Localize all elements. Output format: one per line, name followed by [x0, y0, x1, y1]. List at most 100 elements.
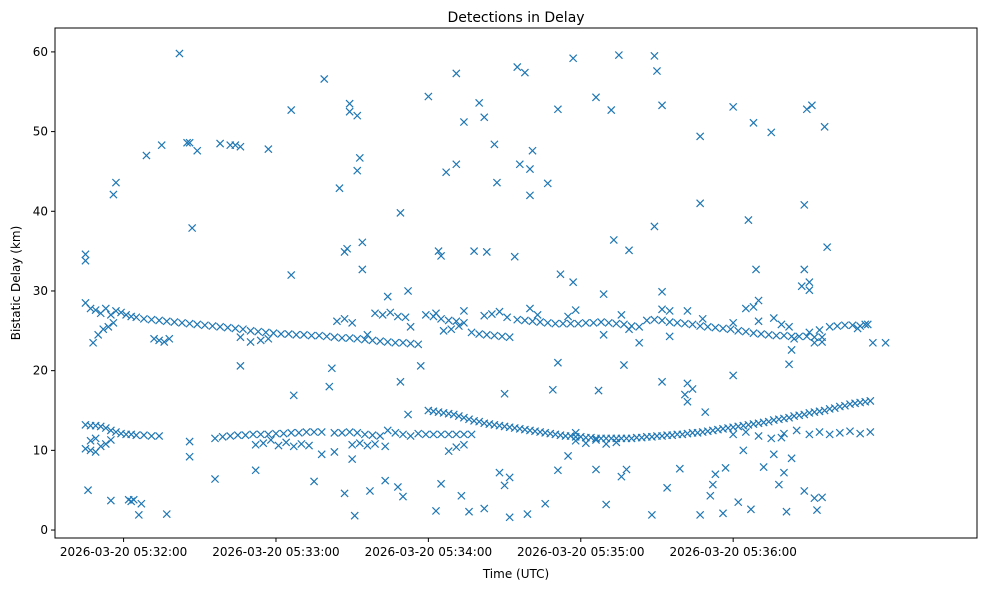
data-point: [782, 507, 791, 516]
data-point: [383, 337, 392, 346]
data-point: [81, 256, 90, 265]
series-upper-track: [81, 298, 890, 349]
data-point: [365, 486, 374, 496]
data-point: [271, 429, 280, 438]
data-point: [134, 510, 143, 519]
data-point: [505, 333, 514, 342]
data-point: [86, 304, 95, 313]
data-point: [790, 334, 799, 343]
data-point: [360, 335, 369, 344]
data-point: [236, 142, 245, 151]
data-point: [708, 480, 717, 489]
data-point: [553, 358, 562, 367]
x-tick-label: 2026-03-20 05:32:00: [60, 545, 187, 559]
data-point: [543, 318, 552, 327]
data-point: [416, 361, 425, 370]
data-point: [500, 389, 509, 398]
data-point: [444, 316, 453, 325]
data-point: [523, 510, 532, 519]
data-point: [434, 247, 443, 256]
data-point: [391, 428, 400, 437]
data-point: [696, 199, 705, 208]
data-point: [800, 410, 809, 419]
data-point: [337, 333, 347, 343]
data-point: [652, 67, 661, 76]
data-point: [363, 330, 372, 339]
data-point: [393, 312, 402, 321]
data-point: [210, 434, 220, 443]
data-point: [335, 184, 344, 193]
data-point: [101, 304, 110, 313]
data-point: [277, 329, 286, 339]
data-point: [665, 332, 674, 341]
data-point: [536, 318, 545, 327]
data-point: [444, 447, 453, 456]
data-point: [249, 430, 258, 439]
data-point: [157, 141, 166, 150]
data-point: [310, 427, 319, 437]
data-point: [371, 309, 380, 318]
data-point: [274, 441, 283, 450]
data-point: [350, 511, 359, 520]
x-tick-label: 2026-03-20 05:36:00: [669, 545, 796, 559]
data-point: [650, 51, 659, 60]
data-point: [805, 278, 814, 287]
data-point: [520, 316, 529, 325]
data-point: [96, 422, 105, 431]
data-point: [376, 431, 385, 441]
data-point: [612, 438, 621, 447]
data-point: [635, 338, 644, 347]
data-point: [340, 489, 349, 498]
y-tick-label: 50: [33, 125, 48, 139]
data-point: [371, 439, 380, 448]
data-point: [729, 371, 738, 380]
series-scattered-detections: [81, 49, 832, 522]
data-point: [437, 430, 446, 439]
data-point: [812, 506, 822, 515]
data-point: [353, 428, 362, 437]
data-point: [330, 428, 339, 437]
data-point: [83, 486, 93, 495]
data-point: [459, 413, 468, 422]
data-point: [289, 442, 298, 451]
data-point: [495, 468, 504, 477]
data-point: [574, 319, 583, 328]
data-point: [343, 244, 352, 253]
data-point: [541, 499, 550, 508]
data-point: [355, 439, 364, 448]
data-point: [569, 54, 578, 63]
data-point: [246, 337, 255, 346]
x-axis: 2026-03-20 05:32:00 2026-03-20 05:33:00 20…: [60, 538, 797, 559]
data-point: [480, 113, 489, 122]
data-point: [564, 451, 573, 460]
data-point: [589, 318, 598, 327]
data-point: [376, 337, 385, 346]
data-point: [327, 364, 336, 373]
data-point: [398, 338, 407, 347]
data-point: [764, 417, 773, 426]
data-point: [769, 450, 778, 459]
data-point: [391, 338, 400, 347]
data-point: [581, 318, 590, 327]
data-point: [482, 247, 491, 256]
data-point: [548, 385, 557, 394]
data-point: [396, 208, 405, 217]
data-point: [122, 310, 131, 319]
data-point: [726, 325, 735, 334]
data-point: [398, 430, 407, 439]
data-point: [452, 430, 461, 439]
data-point: [332, 317, 341, 326]
data-point: [457, 491, 466, 500]
data-point: [566, 319, 575, 328]
data-point: [721, 463, 730, 472]
data-point: [101, 424, 110, 433]
data-point: [785, 322, 794, 331]
data-point: [810, 494, 819, 503]
x-tick-label: 2026-03-20 05:35:00: [517, 545, 644, 559]
data-point: [647, 510, 656, 519]
data-point: [513, 315, 522, 324]
data-point: [767, 128, 776, 137]
data-point: [259, 439, 268, 448]
data-point: [175, 49, 184, 58]
data-point: [553, 105, 562, 114]
